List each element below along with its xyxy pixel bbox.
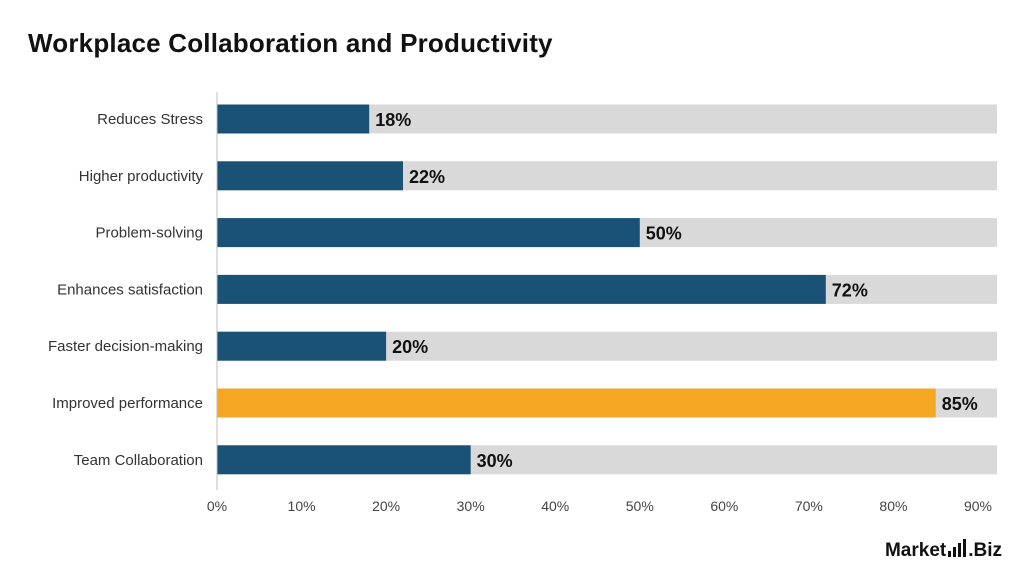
x-tick-label: 0% — [207, 498, 227, 514]
value-label: 72% — [832, 280, 868, 300]
bar — [217, 274, 826, 304]
x-tick-label: 20% — [372, 498, 400, 514]
x-tick-label: 30% — [457, 498, 485, 514]
bar — [217, 445, 471, 475]
x-tick-label: 60% — [710, 498, 738, 514]
brand-suffix: .Biz — [968, 540, 1002, 561]
value-label: 18% — [375, 110, 411, 130]
brand-logo: Market .Biz — [885, 539, 1002, 562]
bar — [217, 331, 387, 361]
x-tick-label: 80% — [879, 498, 907, 514]
category-label: Enhances satisfaction — [57, 281, 203, 298]
x-tick-label: 10% — [288, 498, 316, 514]
category-label: Problem-solving — [95, 225, 203, 242]
value-label: 50% — [646, 224, 682, 244]
brand-name: Market — [884, 540, 947, 561]
value-label: 85% — [942, 394, 978, 414]
category-label: Faster decision-making — [48, 338, 203, 355]
category-label: Team Collaboration — [74, 452, 203, 469]
x-tick-label: 40% — [541, 498, 569, 514]
brand-bars-icon — [948, 539, 967, 557]
bar — [217, 161, 404, 191]
value-label: 30% — [477, 451, 513, 471]
category-label: Higher productivity — [79, 168, 204, 185]
x-tick-label: 90% — [964, 498, 992, 514]
x-tick-label: 50% — [626, 498, 654, 514]
category-label: Improved performance — [52, 395, 203, 412]
bar — [217, 104, 370, 134]
x-tick-label: 70% — [795, 498, 823, 514]
value-label: 20% — [392, 337, 428, 357]
bar — [217, 388, 936, 418]
bar — [217, 218, 640, 248]
category-label: Reduces Stress — [97, 111, 203, 128]
value-label: 22% — [409, 167, 445, 187]
chart-title: Workplace Collaboration and Productivity — [28, 28, 553, 58]
